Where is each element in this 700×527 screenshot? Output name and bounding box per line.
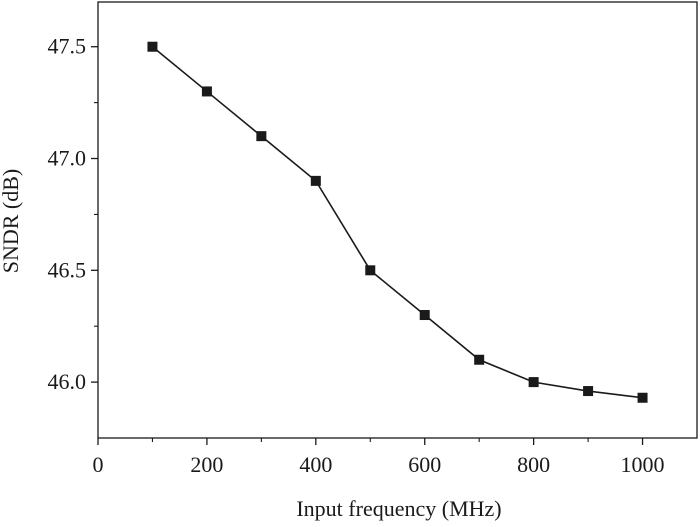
x-axis-title: Input frequency (MHz)	[296, 496, 501, 521]
data-point-marker	[419, 310, 430, 321]
y-tick-label: 47.0	[48, 146, 87, 171]
x-tick-label: 0	[93, 452, 104, 477]
x-tick-label: 1000	[621, 452, 665, 477]
plot-frame	[97, 1, 698, 439]
y-tick-label: 46.0	[48, 369, 87, 394]
axes	[97, 1, 698, 439]
x-tick-label: 400	[299, 452, 332, 477]
data-point-marker	[528, 377, 539, 388]
data-point-marker	[583, 386, 594, 397]
x-tick-label: 200	[190, 452, 223, 477]
data-point-marker	[365, 265, 376, 276]
y-tick-label: 46.5	[48, 257, 87, 282]
data-point-marker	[256, 131, 267, 142]
y-tick-label: 47.5	[48, 34, 87, 59]
ticks: 0 200 400 600 800 1000 46.0 46.5 47.0 47.5	[48, 34, 665, 477]
y-axis-title: SNDR (dB)	[0, 169, 23, 274]
data-point-marker	[637, 392, 648, 403]
data-point-marker	[147, 41, 158, 52]
data-point-marker	[474, 354, 485, 365]
data-series	[147, 41, 648, 403]
x-tick-label: 800	[517, 452, 550, 477]
data-point-marker	[310, 175, 321, 186]
data-point-marker	[201, 86, 212, 97]
series-line	[151, 46, 643, 399]
x-tick-label: 600	[408, 452, 441, 477]
